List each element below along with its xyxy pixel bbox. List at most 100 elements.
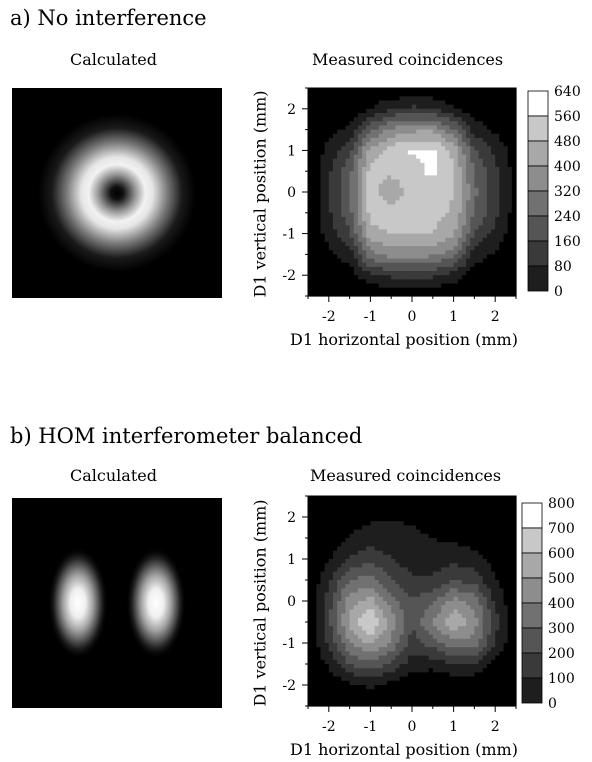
heatmap-cell (445, 208, 451, 214)
heatmap-cell (399, 146, 405, 151)
heatmap-cell (424, 150, 430, 156)
heatmap-cell (503, 546, 509, 552)
heatmap-cell (399, 233, 405, 239)
heatmap-cell (328, 175, 334, 181)
heatmap-cell (412, 538, 417, 543)
heatmap-cell (387, 680, 392, 686)
heatmap-cell (432, 580, 438, 585)
heatmap-cell (328, 571, 334, 577)
heatmap-cell (328, 258, 334, 264)
heatmap-cell (432, 638, 438, 644)
heatmap-cell (403, 550, 409, 556)
heatmap-cell (324, 216, 330, 222)
heatmap-cell (507, 275, 513, 280)
heatmap-cell (395, 237, 401, 243)
heatmap-cell (349, 133, 355, 139)
heatmap-cell (391, 96, 396, 102)
heatmap-cell (357, 647, 363, 652)
heatmap-cell (412, 187, 417, 193)
heatmap-cell (432, 508, 438, 514)
heatmap-cell (378, 167, 384, 172)
heatmap-cell (474, 626, 480, 631)
heatmap-cell (337, 563, 342, 568)
heatmap-cell (320, 693, 326, 699)
heatmap-cell (507, 200, 513, 206)
heatmap-cell (416, 291, 421, 297)
heatmap-cell (511, 584, 517, 589)
heatmap-cell (399, 554, 405, 560)
heatmap-cell (491, 525, 496, 531)
heatmap-cell (486, 192, 492, 197)
heatmap-cell (412, 659, 417, 665)
heatmap-cell (316, 584, 322, 589)
heatmap-cell (349, 638, 355, 644)
heatmap-cell (399, 512, 405, 518)
heatmap-cell (337, 233, 342, 239)
heatmap-cell (353, 183, 359, 189)
heatmap-cell (511, 580, 517, 585)
heatmap-cell (341, 258, 347, 264)
heatmap-cell (432, 100, 438, 106)
heatmap-cell (320, 246, 326, 251)
heatmap-cell (395, 638, 401, 644)
heatmap-cell (395, 538, 401, 543)
heatmap-cell (345, 246, 351, 251)
heatmap-cell (357, 575, 363, 581)
heatmap-cell (499, 237, 505, 243)
heatmap-cell (436, 567, 442, 573)
heatmap-cell (308, 200, 313, 206)
heatmap-cell (424, 504, 430, 510)
heatmap-cell (391, 154, 396, 160)
heatmap-cell (449, 104, 455, 110)
heatmap-cell (436, 187, 442, 193)
heatmap-cell (486, 204, 492, 210)
heatmap-cell (332, 204, 338, 210)
heatmap-cell (461, 254, 467, 260)
heatmap-cell (482, 258, 488, 264)
heatmap-cell (312, 508, 317, 514)
heatmap-cell (382, 100, 388, 106)
heatmap-cell (428, 271, 434, 276)
heatmap-cell (308, 630, 313, 636)
heatmap-cell (495, 192, 500, 197)
heatmap-cell (424, 225, 430, 231)
heatmap-cell (341, 584, 347, 589)
heatmap-cell (324, 664, 330, 669)
heatmap-cell (316, 592, 322, 598)
heatmap-cell (436, 158, 442, 164)
heatmap-cell (470, 672, 475, 678)
heatmap-cell (474, 584, 480, 589)
heatmap-cell (499, 567, 505, 573)
heatmap-cell (328, 563, 334, 568)
heatmap-cell (353, 504, 359, 510)
heatmap-cell (316, 626, 322, 631)
heatmap-cell (466, 192, 471, 197)
heatmap-cell (420, 538, 426, 543)
heatmap-cell (312, 187, 317, 193)
heatmap-cell (308, 100, 313, 106)
heatmap-cell (403, 680, 409, 686)
heatmap-cell (420, 588, 426, 594)
heatmap-cell (412, 96, 417, 102)
heatmap-cell (470, 175, 475, 181)
heatmap-cell (416, 647, 421, 652)
heatmap-cell (503, 630, 509, 636)
heatmap-cell (491, 554, 496, 560)
heatmap-cell (420, 584, 426, 589)
heatmap-cell (399, 622, 405, 627)
heatmap-cell (445, 279, 451, 285)
heatmap-cell (370, 175, 376, 181)
heatmap-cell (436, 689, 442, 694)
heatmap-cell (341, 221, 347, 226)
heatmap-cell (420, 250, 426, 255)
heatmap-cell (316, 287, 322, 293)
heatmap-cell (387, 192, 392, 197)
heatmap-cell (457, 233, 463, 239)
heatmap-cell (378, 158, 384, 164)
heatmap-cell (449, 233, 455, 239)
heatmap-cell (482, 237, 488, 243)
heatmap-cell (362, 538, 367, 543)
heatmap-cell (357, 685, 363, 690)
heatmap-cell (312, 100, 317, 106)
heatmap-cell (507, 525, 513, 531)
